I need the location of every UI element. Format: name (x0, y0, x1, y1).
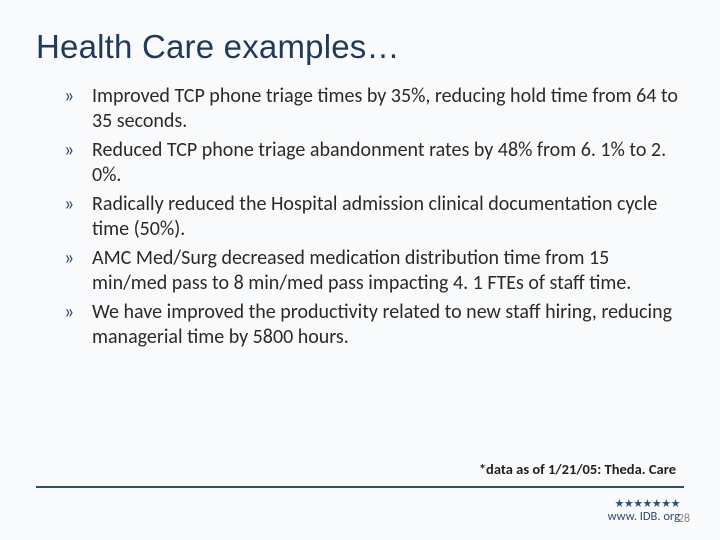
bullet-list: Improved TCP phone triage times by 35%, … (36, 84, 684, 350)
horizontal-divider (36, 486, 684, 488)
slide-title: Health Care examples… (36, 28, 684, 66)
brand-block: ★★★★★★★ www. IDB. org (608, 498, 680, 524)
brand-url: www. IDB. org (608, 509, 680, 524)
list-item: Radically reduced the Hospital admission… (64, 192, 684, 242)
list-item: AMC Med/Surg decreased medication distri… (64, 246, 684, 296)
list-item: We have improved the productivity relate… (64, 300, 684, 350)
page-number: 28 (678, 512, 690, 526)
list-item: Reduced TCP phone triage abandonment rat… (64, 138, 684, 188)
stars-icon: ★★★★★★★ (608, 498, 680, 509)
list-item: Improved TCP phone triage times by 35%, … (64, 84, 684, 134)
footnote-text: *data as of 1/21/05: Theda. Care (479, 460, 676, 478)
slide-container: Health Care examples… Improved TCP phone… (0, 0, 720, 540)
